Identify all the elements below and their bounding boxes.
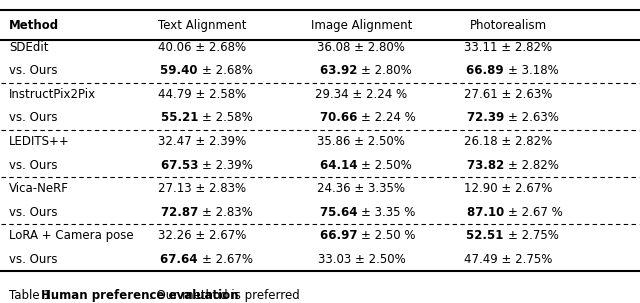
Text: InstructPix2Pix: InstructPix2Pix (9, 88, 96, 101)
Text: vs. Ours: vs. Ours (9, 206, 58, 218)
Text: 64.14: 64.14 (320, 158, 362, 171)
Text: ± 2.63%: ± 2.63% (508, 112, 559, 125)
Text: Text Alignment: Text Alignment (158, 19, 246, 32)
Text: ± 2.50%: ± 2.50% (362, 158, 412, 171)
Text: ± 2.68%: ± 2.68% (202, 64, 253, 77)
Text: 33.11 ± 2.82%: 33.11 ± 2.82% (464, 41, 552, 54)
Text: 59.40: 59.40 (161, 64, 202, 77)
Text: Vica-NeRF: Vica-NeRF (9, 182, 69, 195)
Text: 12.90 ± 2.67%: 12.90 ± 2.67% (464, 182, 552, 195)
Text: ± 3.18%: ± 3.18% (508, 64, 559, 77)
Text: vs. Ours: vs. Ours (9, 64, 58, 77)
Text: 33.03 ± 2.50%: 33.03 ± 2.50% (317, 253, 405, 266)
Text: 29.34 ± 2.24 %: 29.34 ± 2.24 % (316, 88, 408, 101)
Text: Method: Method (9, 19, 59, 32)
Text: 32.26 ± 2.67%: 32.26 ± 2.67% (158, 229, 246, 242)
Text: 72.87: 72.87 (161, 206, 202, 218)
Text: 87.10: 87.10 (467, 206, 508, 218)
Text: ± 3.35 %: ± 3.35 % (362, 206, 416, 218)
Text: 27.61 ± 2.63%: 27.61 ± 2.63% (464, 88, 552, 101)
Text: 66.97: 66.97 (320, 229, 362, 242)
Text: 70.66: 70.66 (320, 112, 362, 125)
Text: ± 2.83%: ± 2.83% (202, 206, 253, 218)
Text: 26.18 ± 2.82%: 26.18 ± 2.82% (464, 135, 552, 148)
Text: ± 2.24 %: ± 2.24 % (362, 112, 416, 125)
Text: vs. Ours: vs. Ours (9, 112, 58, 125)
Text: . Our method is preferred: . Our method is preferred (149, 289, 300, 302)
Text: 24.36 ± 3.35%: 24.36 ± 3.35% (317, 182, 405, 195)
Text: SDEdit: SDEdit (9, 41, 49, 54)
Text: 73.82: 73.82 (467, 158, 508, 171)
Text: ± 2.58%: ± 2.58% (202, 112, 253, 125)
Text: 72.39: 72.39 (467, 112, 508, 125)
Text: 40.06 ± 2.68%: 40.06 ± 2.68% (158, 41, 246, 54)
Text: 27.13 ± 2.83%: 27.13 ± 2.83% (158, 182, 246, 195)
Text: Photorealism: Photorealism (469, 19, 547, 32)
Text: ± 2.80%: ± 2.80% (362, 64, 412, 77)
Text: ± 2.82%: ± 2.82% (508, 158, 559, 171)
Text: ± 2.50 %: ± 2.50 % (362, 229, 416, 242)
Text: 36.08 ± 2.80%: 36.08 ± 2.80% (317, 41, 405, 54)
Text: ± 2.75%: ± 2.75% (508, 229, 559, 242)
Text: Table 1.: Table 1. (9, 289, 58, 302)
Text: 66.89: 66.89 (466, 64, 508, 77)
Text: LEDITS++: LEDITS++ (9, 135, 70, 148)
Text: 52.51: 52.51 (467, 229, 508, 242)
Text: 55.21: 55.21 (161, 112, 202, 125)
Text: Human preference evaluation: Human preference evaluation (41, 289, 238, 302)
Text: 44.79 ± 2.58%: 44.79 ± 2.58% (158, 88, 246, 101)
Text: 35.86 ± 2.50%: 35.86 ± 2.50% (317, 135, 405, 148)
Text: ± 2.39%: ± 2.39% (202, 158, 253, 171)
Text: ± 2.67 %: ± 2.67 % (508, 206, 563, 218)
Text: 32.47 ± 2.39%: 32.47 ± 2.39% (158, 135, 246, 148)
Text: ± 2.67%: ± 2.67% (202, 253, 253, 266)
Text: 47.49 ± 2.75%: 47.49 ± 2.75% (464, 253, 552, 266)
Text: LoRA + Camera pose: LoRA + Camera pose (9, 229, 134, 242)
Text: 63.92: 63.92 (320, 64, 362, 77)
Text: 67.53: 67.53 (161, 158, 202, 171)
Text: vs. Ours: vs. Ours (9, 158, 58, 171)
Text: 67.64: 67.64 (161, 253, 202, 266)
Text: Image Alignment: Image Alignment (311, 19, 412, 32)
Text: vs. Ours: vs. Ours (9, 253, 58, 266)
Text: 75.64: 75.64 (320, 206, 362, 218)
